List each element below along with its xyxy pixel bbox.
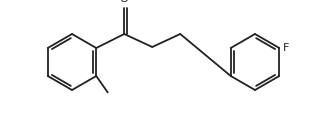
Text: O: O: [120, 0, 129, 4]
Text: F: F: [283, 43, 290, 53]
